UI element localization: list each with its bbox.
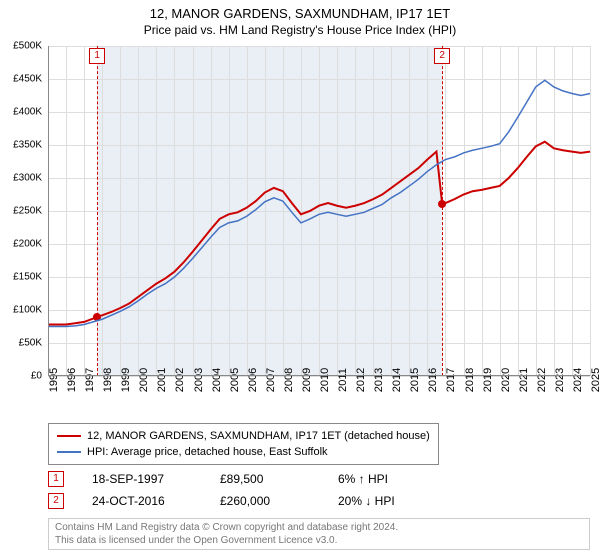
chart-container: 12, MANOR GARDENS, SAXMUNDHAM, IP17 1ET … [0, 0, 600, 560]
series-line [48, 142, 590, 325]
y-axis [48, 46, 49, 376]
transaction-price: £89,500 [220, 472, 310, 486]
y-tick-label: £200K [13, 239, 42, 250]
legend-item: HPI: Average price, detached house, East… [57, 444, 430, 460]
x-axis [48, 375, 590, 376]
transaction-date: 18-SEP-1997 [92, 472, 192, 486]
y-tick-label: £300K [13, 173, 42, 184]
y-tick-label: £150K [13, 272, 42, 283]
y-tick-label: £450K [13, 74, 42, 85]
transaction-date: 24-OCT-2016 [92, 494, 192, 508]
transactions-table: 1 18-SEP-1997 £89,500 6% ↑ HPI 2 24-OCT-2016 £… [48, 468, 448, 512]
chart-plot-area: £0£50K£100K£150K£200K£250K£300K£350K£400… [48, 46, 590, 376]
transaction-row: 1 18-SEP-1997 £89,500 6% ↑ HPI [48, 468, 448, 490]
legend-swatch [57, 451, 81, 453]
series-line [48, 80, 590, 326]
y-tick-label: £100K [13, 305, 42, 316]
transaction-delta: 6% ↑ HPI [338, 472, 448, 486]
footer-line-1: Contains HM Land Registry data © Crown c… [55, 521, 583, 534]
page-title: 12, MANOR GARDENS, SAXMUNDHAM, IP17 1ET [0, 0, 600, 23]
y-tick-label: £0 [31, 371, 42, 382]
legend-label: HPI: Average price, detached house, East… [87, 446, 328, 458]
transaction-delta: 20% ↓ HPI [338, 494, 448, 508]
legend-item: 12, MANOR GARDENS, SAXMUNDHAM, IP17 1ET … [57, 428, 430, 444]
y-tick-label: £350K [13, 140, 42, 151]
y-tick-label: £500K [13, 41, 42, 52]
transaction-marker: 2 [48, 493, 64, 509]
legend: 12, MANOR GARDENS, SAXMUNDHAM, IP17 1ET … [48, 423, 439, 465]
legend-swatch [57, 435, 81, 437]
y-tick-label: £400K [13, 107, 42, 118]
y-tick-label: £250K [13, 206, 42, 217]
footer-line-2: This data is licensed under the Open Gov… [55, 534, 583, 547]
page-subtitle: Price paid vs. HM Land Registry's House … [0, 23, 600, 41]
y-tick-label: £50K [19, 338, 42, 349]
transaction-price: £260,000 [220, 494, 310, 508]
transaction-marker: 1 [48, 471, 64, 487]
legend-label: 12, MANOR GARDENS, SAXMUNDHAM, IP17 1ET … [87, 430, 430, 442]
footer-attribution: Contains HM Land Registry data © Crown c… [48, 518, 590, 550]
x-tick-label: 2025 [590, 368, 600, 392]
gridline-v [590, 46, 591, 376]
transaction-row: 2 24-OCT-2016 £260,000 20% ↓ HPI [48, 490, 448, 512]
chart-lines [48, 46, 590, 376]
